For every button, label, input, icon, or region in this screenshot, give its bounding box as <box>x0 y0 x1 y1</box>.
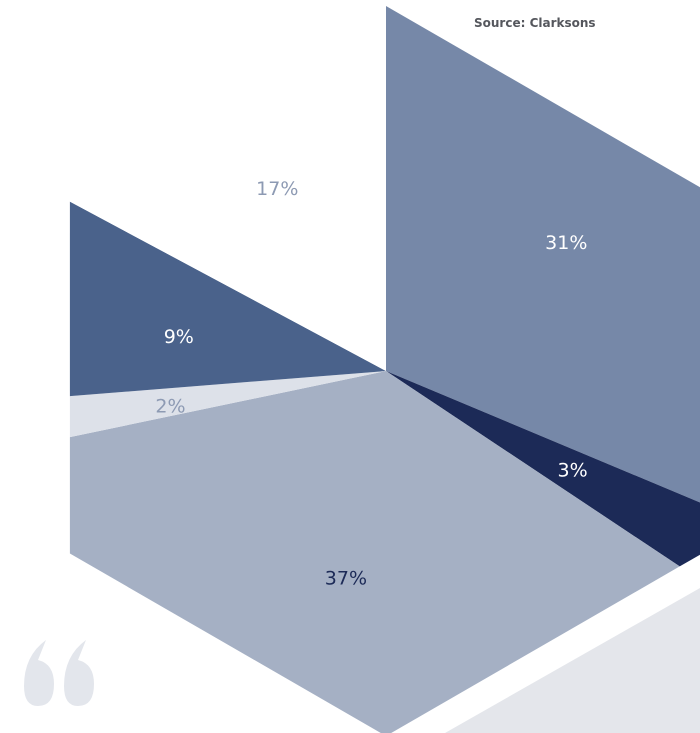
quote-mark-glyph <box>24 640 54 706</box>
slice-label-2: 2% <box>155 396 185 418</box>
slice-label-3: 3% <box>558 460 588 482</box>
quote-mark-icon <box>24 640 94 706</box>
pie-slices <box>69 6 700 733</box>
pie-slice-17 <box>69 6 387 371</box>
background-hexagon-shape <box>445 588 700 733</box>
slice-label-17: 17% <box>256 178 298 200</box>
slice-labels: 31% 3% 37% 2% 9% 17% <box>155 178 587 590</box>
slice-label-9: 9% <box>164 326 194 348</box>
pie-slice-9 <box>69 201 387 397</box>
source-note: Source: Clarksons <box>474 16 596 30</box>
slice-label-37: 37% <box>325 567 367 589</box>
pie-slice-2 <box>69 371 387 438</box>
pie-slice-37 <box>69 371 680 733</box>
pie-slice-3 <box>386 371 700 567</box>
quote-mark-glyph <box>64 640 94 706</box>
slice-label-31: 31% <box>545 232 587 254</box>
pie-slice-31 <box>386 6 700 503</box>
